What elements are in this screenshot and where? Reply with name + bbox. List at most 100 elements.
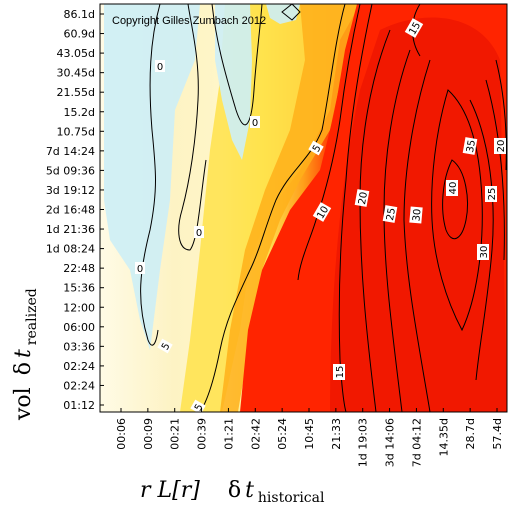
y-tick-label: 12:00 <box>63 301 95 314</box>
contour-label-bg <box>155 60 165 72</box>
contour-label-text: 5 <box>160 341 173 352</box>
x-label-delta: δ <box>228 478 241 503</box>
contour-label-12: 30 <box>409 206 424 224</box>
contour-label-4: 5 <box>308 140 324 156</box>
x-tick-label: 01:21 <box>222 418 235 450</box>
y-tick-label: 01:12 <box>63 399 95 412</box>
contour-label-1: 0 <box>135 262 145 275</box>
y-tick-label: 02:24 <box>63 360 95 373</box>
contour-label-text: 0 <box>252 118 258 129</box>
y-tick-label: 86.1d <box>64 8 95 21</box>
contour-label-bg <box>333 364 345 380</box>
y-tick-label: 43.05d <box>57 47 95 60</box>
y-tick-label: 2d 16:48 <box>46 204 95 217</box>
contour-25-right <box>485 79 505 261</box>
x-tick-label: 3d 14:06 <box>384 418 397 467</box>
contour-label-bg <box>485 186 497 202</box>
contour-10 <box>297 4 361 281</box>
y-tick-label: 06:00 <box>63 321 95 334</box>
y-tick-label: 15:36 <box>63 282 95 295</box>
contour-0-a <box>140 4 161 346</box>
contour-label-10: 20 <box>354 189 370 207</box>
y-tick-label: 03:36 <box>63 340 95 353</box>
contour-label-bg <box>135 262 145 274</box>
y-tick-label: 5d 09:36 <box>46 164 95 177</box>
contour-label-text: 25 <box>385 207 398 221</box>
x-tick-label: 21:33 <box>330 418 343 450</box>
contour-label-text: 30 <box>479 246 490 259</box>
contour-label-text: 0 <box>196 228 202 239</box>
x-tick-label: 02:42 <box>249 418 262 450</box>
contour-label-13: 35 <box>462 137 478 155</box>
y-label-delta: δ <box>11 362 36 375</box>
contour-label-text: 5 <box>193 402 206 413</box>
y-label-prefix: vol <box>11 387 36 421</box>
contour-label-bg <box>250 116 260 128</box>
y-tick-label: 10.75d <box>57 125 95 138</box>
x-tick-label: 7d 04:12 <box>410 418 423 467</box>
contour-label-text: 25 <box>487 188 498 201</box>
contour-label-16: 30 <box>477 244 490 260</box>
y-axis-label: vol δ t realized <box>11 288 40 421</box>
y-tick-label: 1d 21:36 <box>46 223 95 236</box>
y-tick-label: 22:48 <box>63 262 95 275</box>
y-label-sub: realized <box>24 288 40 345</box>
heat-blue-zone-a <box>104 4 200 350</box>
x-label-var: t <box>245 478 254 503</box>
x-label-sub: historical <box>258 490 325 506</box>
contour-20-right <box>495 59 507 171</box>
contour-label-5: 5 <box>157 338 173 354</box>
y-axis: 86.1d 60.9d 43.05d 30.45d 21.55d 15.2d 10.75d 7… <box>46 8 104 412</box>
x-tick-label: 14.35d <box>437 418 450 456</box>
x-tick-label: 10:45 <box>303 418 316 450</box>
x-axis: 00:06 00:09 00:21 00:39 01:21 02:42 05:24 10:45… <box>115 408 504 467</box>
contour-label-9: 15 <box>333 364 346 380</box>
contour-label-text: 20 <box>496 140 507 153</box>
contour-label-bg <box>477 244 489 260</box>
contour-label-bg <box>446 180 458 196</box>
y-tick-label: 15.2d <box>64 106 95 119</box>
contour-label-17: 20 <box>494 138 507 154</box>
x-tick-label: 00:06 <box>115 418 128 450</box>
contour-label-0: 0 <box>155 60 165 73</box>
x-tick-label: 00:21 <box>169 418 182 450</box>
x-label-math: r L[r] <box>140 478 200 503</box>
y-tick-label: 21.55d <box>57 86 95 99</box>
contour-label-15: 25 <box>485 186 498 202</box>
heat-blue-zone-b <box>215 4 252 160</box>
x-tick-label: 05:24 <box>276 418 289 450</box>
contour-label-11: 25 <box>382 205 398 223</box>
copyright-notice: Copyright Gilles Zumbach 2012 <box>112 15 266 27</box>
contour-25 <box>383 49 411 412</box>
contour-label-bg <box>382 205 398 223</box>
contour-label-3: 0 <box>250 116 260 129</box>
x-tick-label: 28.7d <box>464 418 477 449</box>
contour-0-d <box>281 4 301 21</box>
heat-orange-zone <box>220 4 365 412</box>
contour-label-bg <box>409 206 423 224</box>
y-tick-label: 30.45d <box>57 67 95 80</box>
contour-label-14: 40 <box>446 180 459 196</box>
y-label-var: t <box>11 349 36 358</box>
y-tick-label: 02:24 <box>63 379 95 392</box>
contour-label-text: 0 <box>157 62 163 73</box>
contour-label-text: 15 <box>335 366 346 379</box>
contour-label-text: 0 <box>137 264 143 275</box>
contour-35 <box>431 89 483 332</box>
contour-label-bg <box>194 226 204 238</box>
contour-label-bg <box>308 140 324 156</box>
contour-label-bg <box>462 137 478 155</box>
contour-label-bg <box>354 189 370 207</box>
contour-5 <box>199 4 346 412</box>
y-tick-label: 1d 08:24 <box>46 243 95 256</box>
contour-label-2: 0 <box>194 226 204 239</box>
y-tick-label: 60.9d <box>64 28 95 41</box>
svg-text:vol δ t real: vol δ t realized <box>11 288 40 421</box>
contour-label-bg <box>312 202 332 222</box>
y-tick-label: 3d 19:12 <box>46 184 95 197</box>
contour-label-text: 40 <box>448 182 459 195</box>
contour-30 <box>403 59 431 412</box>
x-axis-label: r L[r] δ t historical <box>140 478 325 506</box>
